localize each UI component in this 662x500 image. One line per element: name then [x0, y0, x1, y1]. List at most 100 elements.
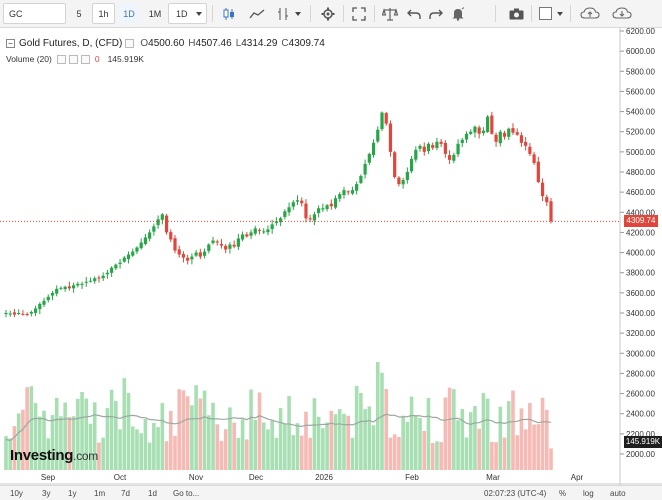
interval-1d[interactable]: 1D [118, 3, 140, 24]
dropdown-arrow-icon[interactable] [293, 3, 303, 24]
volume-close-icon[interactable] [80, 54, 90, 64]
collapse-legend-icon[interactable]: − [6, 38, 15, 48]
range-1y[interactable]: 1y [68, 489, 77, 498]
layout-icon[interactable] [535, 3, 555, 24]
investing-logo: Investing.com [10, 447, 98, 464]
volume-bar [219, 440, 224, 470]
volume-bar [135, 429, 139, 470]
candle-body [190, 256, 194, 260]
volume-bar [325, 422, 329, 470]
candle-body [490, 115, 494, 134]
legend-low: L4314.29 [235, 37, 278, 49]
price-tick-label: 4600.00 [626, 188, 655, 197]
range-1m[interactable]: 1m [94, 489, 106, 498]
candle-body [363, 163, 367, 175]
percent-toggle[interactable]: % [559, 489, 567, 498]
volume-bar [523, 429, 528, 470]
undo-icon[interactable] [404, 3, 424, 24]
volume-eye-icon[interactable] [56, 54, 66, 64]
volume-bar [363, 409, 367, 470]
volume-bar [287, 396, 291, 470]
candle-body [211, 240, 215, 244]
volume-bar [388, 437, 393, 470]
candle-body [448, 155, 452, 160]
price-chart[interactable]: 6200.00 6000.00 5800.00 5600.00 5400.00 5200.… [0, 28, 662, 485]
volume-bar [443, 397, 448, 470]
settings-icon[interactable] [317, 3, 339, 24]
clock: 02:07:23 (UTC-4) [484, 489, 547, 498]
candle-body [384, 113, 388, 124]
camera-icon[interactable] [505, 3, 527, 24]
log-toggle[interactable]: log [583, 489, 594, 498]
bottom-bar: 10y 3y 1y 1m 7d 1d Go to... 02:07:23 (UT… [0, 485, 662, 500]
candle-body [536, 161, 540, 183]
candle-body [101, 275, 105, 279]
volume-bar [228, 407, 232, 470]
alert-icon[interactable] [448, 3, 468, 24]
candle-body [397, 177, 401, 185]
candle-body [283, 211, 287, 217]
goto-button[interactable]: Go to... [173, 489, 200, 498]
volume-bar [414, 415, 418, 470]
price-tick-label: 5000.00 [626, 148, 655, 157]
candle-body [486, 116, 490, 132]
volume-bar [359, 393, 363, 470]
candle-body [439, 141, 443, 144]
price-tick-label: 2400.00 [626, 410, 655, 419]
volume-bar [261, 422, 266, 470]
candle-body [460, 139, 464, 143]
candle-body [249, 232, 253, 236]
cloud-save-icon[interactable] [577, 3, 603, 24]
candle-body [511, 128, 515, 133]
volume-bar [16, 413, 21, 470]
chart-legend: − Gold Futures, D, (CFD) O4500.60 H4507.… [6, 35, 325, 67]
volume-bar [198, 398, 203, 470]
candle-body [401, 180, 405, 185]
compare-icon[interactable] [379, 3, 401, 24]
indicators-icon[interactable] [274, 3, 292, 24]
volume-bar [84, 398, 89, 470]
candle-body [346, 191, 350, 193]
range-7d[interactable]: 7d [121, 489, 130, 498]
volume-bar [92, 402, 97, 470]
auto-toggle[interactable]: auto [610, 489, 626, 498]
range-10y[interactable]: 10y [10, 489, 23, 498]
candle-body [224, 245, 228, 250]
candle-body [156, 219, 160, 226]
volume-bar [59, 416, 63, 470]
range-1d[interactable]: 1d [148, 489, 157, 498]
price-tick-label: 3800.00 [626, 269, 655, 278]
line-chart-icon[interactable] [244, 3, 270, 24]
candle-body [329, 203, 333, 207]
volume-bar [532, 424, 536, 470]
interval-dropdown[interactable]: 1D [168, 3, 207, 24]
interval-1h[interactable]: 1h [92, 3, 115, 24]
symbol-input[interactable]: GC [3, 3, 66, 24]
volume-bar [380, 372, 384, 470]
volume-bar [88, 423, 93, 470]
volume-bar [477, 428, 481, 470]
interval-1m[interactable]: 1M [148, 8, 162, 19]
candle-body [405, 172, 409, 181]
volume-bar [71, 416, 76, 470]
candle-body [50, 292, 55, 296]
candle-body [42, 300, 46, 305]
volume-settings-icon[interactable] [68, 54, 78, 64]
candle-body [321, 208, 325, 210]
dropdown-arrow-icon[interactable] [555, 3, 565, 24]
volume-legend-label: Volume (20) [6, 54, 52, 64]
volume-bar [278, 408, 283, 470]
volume-bar [464, 437, 469, 470]
candle-body [456, 143, 460, 155]
volume-bar [25, 387, 29, 470]
candle-body [126, 254, 131, 260]
candles-icon[interactable] [218, 3, 240, 24]
redo-icon[interactable] [426, 3, 446, 24]
legend-title: Gold Futures, D, (CFD) [19, 37, 123, 49]
range-3y[interactable]: 3y [42, 489, 51, 498]
candle-body [338, 194, 342, 199]
fullscreen-icon[interactable] [348, 3, 370, 24]
legend-settings-icon[interactable] [125, 38, 135, 48]
cloud-load-icon[interactable] [609, 3, 635, 24]
interval-5[interactable]: 5 [76, 8, 82, 19]
